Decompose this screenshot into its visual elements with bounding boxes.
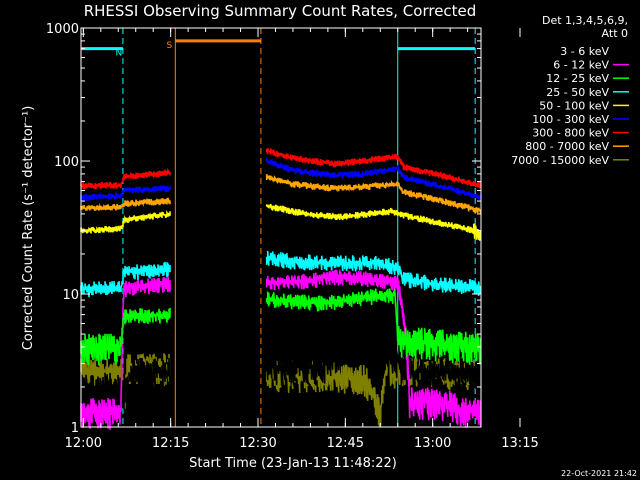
x-tick-label: 12:45 bbox=[327, 436, 364, 451]
legend-entry: 50 - 100 keV bbox=[539, 99, 609, 112]
y-tick-label: 1000 bbox=[46, 22, 79, 37]
x-axis-label: Start Time (23-Jan-13 11:48:22) bbox=[189, 456, 397, 471]
x-tick-label: 12:15 bbox=[152, 436, 189, 451]
legend-entry: 12 - 25 keV bbox=[546, 72, 609, 85]
series-trace bbox=[80, 197, 171, 212]
legend-entry: 7000 - 15000 keV bbox=[511, 154, 609, 167]
series-trace bbox=[80, 261, 171, 298]
series-trace bbox=[265, 174, 482, 214]
legend-title: Att 0 bbox=[602, 27, 628, 40]
series-trace bbox=[80, 168, 171, 190]
legend-entry: 100 - 300 keV bbox=[532, 113, 609, 126]
y-axis: 1 10 100 1000 bbox=[46, 22, 481, 436]
footer-timestamp: 22-Oct-2021 21:42 bbox=[561, 469, 637, 478]
series-trace bbox=[265, 147, 482, 189]
chart-title: RHESSI Observing Summary Count Rates, Co… bbox=[84, 2, 477, 20]
series-trace bbox=[80, 276, 171, 430]
series-trace bbox=[80, 357, 171, 410]
legend-entry: 800 - 7000 keV bbox=[525, 140, 609, 153]
series-trace bbox=[265, 288, 482, 365]
y-tick-label: 10 bbox=[62, 288, 79, 303]
x-tick-label: 13:00 bbox=[414, 436, 451, 451]
legend-entry: 300 - 800 keV bbox=[532, 127, 609, 140]
series-trace bbox=[265, 269, 482, 429]
x-tick-label: 12:30 bbox=[239, 436, 276, 451]
x-axis: 12:00 12:15 12:30 12:45 13:00 13:15 bbox=[65, 28, 539, 451]
series-trace bbox=[265, 250, 482, 296]
y-tick-label: 1 bbox=[71, 421, 79, 436]
series-group bbox=[80, 147, 482, 430]
series-trace bbox=[265, 300, 482, 391]
series-trace bbox=[265, 157, 482, 200]
legend-title: Det 1,3,4,5,6,9, bbox=[542, 14, 628, 27]
legend-entry: 3 - 6 keV bbox=[560, 45, 609, 58]
legend-entry: 6 - 12 keV bbox=[553, 59, 609, 72]
series-trace bbox=[80, 209, 171, 235]
series-trace bbox=[80, 185, 171, 202]
x-tick-label: 13:15 bbox=[501, 436, 538, 451]
legend-entry: 25 - 50 keV bbox=[546, 86, 609, 99]
x-tick-label: 12:00 bbox=[65, 436, 102, 451]
y-tick-label: 100 bbox=[54, 155, 79, 170]
series-trace bbox=[80, 307, 171, 366]
y-axis-label: Corrected Count Rate (s⁻¹ detector⁻¹) bbox=[21, 106, 36, 351]
series-trace bbox=[265, 203, 482, 241]
night-label: N bbox=[116, 49, 123, 59]
plot-frame bbox=[80, 27, 482, 428]
saa-label: S bbox=[166, 41, 172, 51]
